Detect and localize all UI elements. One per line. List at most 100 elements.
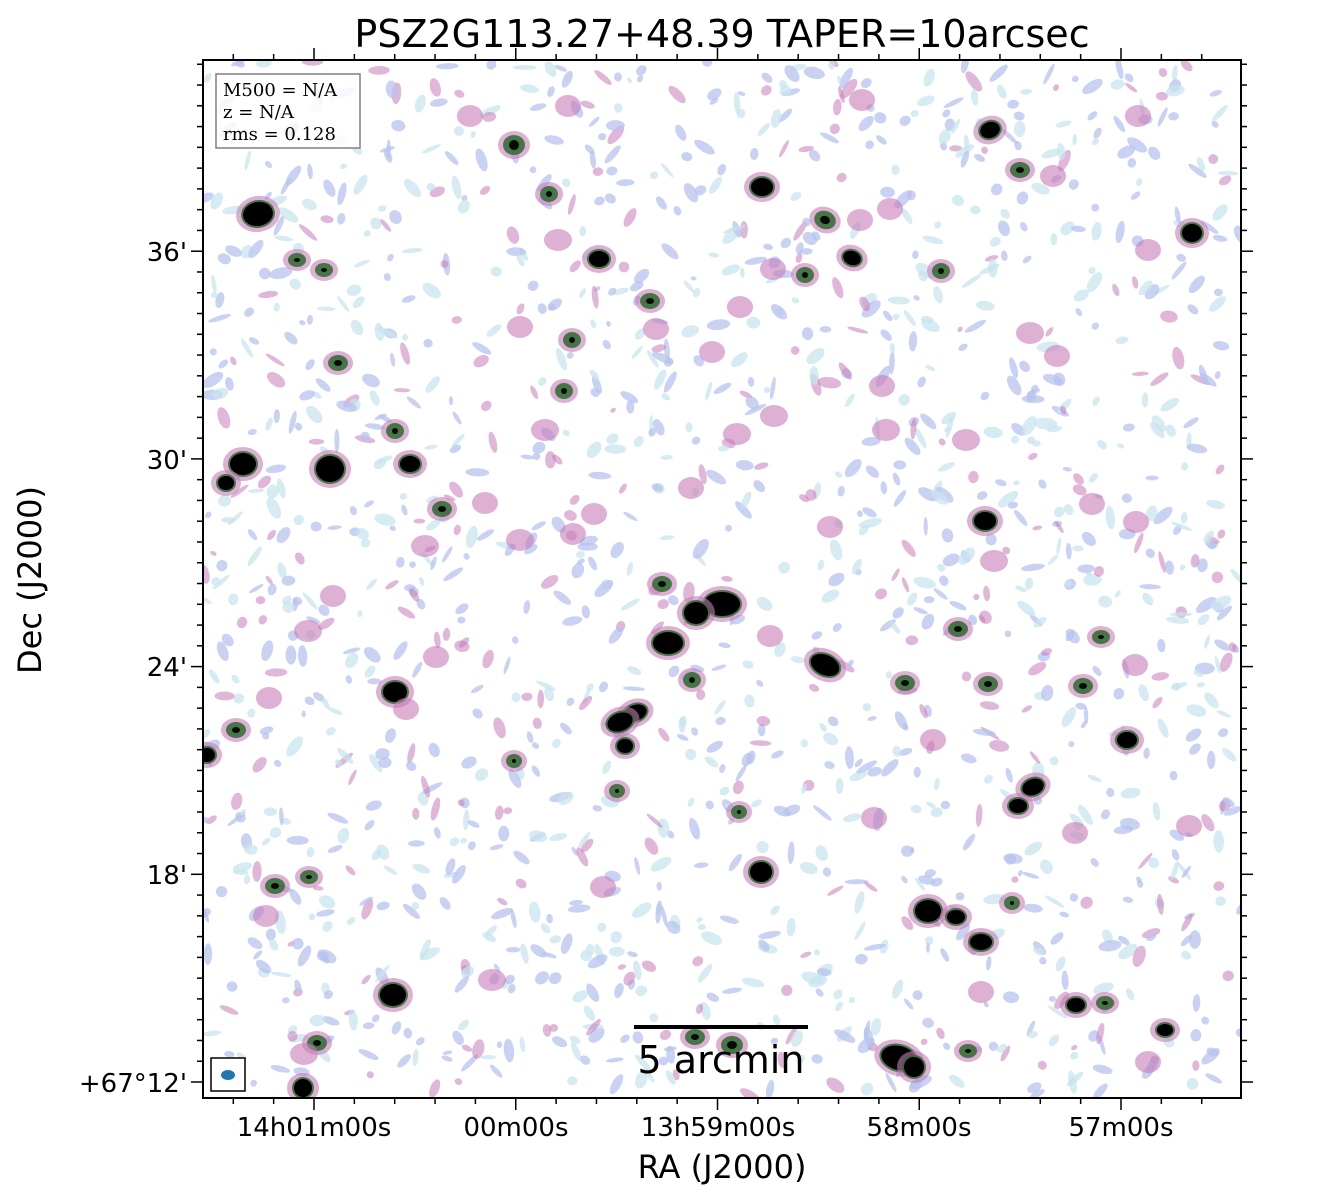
source-halo xyxy=(411,535,439,557)
radio-image xyxy=(203,60,1241,1098)
source-core xyxy=(271,883,279,889)
source-core xyxy=(750,862,772,882)
source-core xyxy=(1102,1001,1108,1005)
source-core xyxy=(615,789,619,793)
source-halo xyxy=(723,423,751,445)
source-core xyxy=(727,1041,737,1049)
source-core xyxy=(294,1079,312,1097)
y-axis-label: Dec (J2000) xyxy=(11,486,49,674)
source-core xyxy=(306,875,312,879)
source-core xyxy=(653,632,683,654)
plot-frame xyxy=(202,59,1242,1099)
source-halo xyxy=(294,620,322,642)
source-core xyxy=(843,250,861,266)
source-halo xyxy=(581,503,607,525)
source-halo xyxy=(643,318,669,340)
source-halo xyxy=(1122,654,1148,676)
source-core xyxy=(230,453,256,475)
dec-tick-labels: 36' 30' 24' 18' +67°12' xyxy=(79,238,187,1099)
source-halo xyxy=(760,405,788,427)
source-core xyxy=(294,258,300,262)
source-core xyxy=(617,739,633,753)
source-core xyxy=(1022,778,1044,796)
source-core xyxy=(561,388,567,394)
source-halo xyxy=(507,316,533,338)
beam-ellipse xyxy=(221,1070,235,1080)
source-core xyxy=(1016,167,1024,173)
source-core xyxy=(970,934,992,950)
source-halo xyxy=(506,529,534,551)
source-core xyxy=(313,1040,321,1046)
source-halo xyxy=(968,981,994,1003)
dec-tick-label: 30' xyxy=(147,446,187,476)
source-halo xyxy=(320,585,346,607)
source-core xyxy=(607,712,633,732)
source-halo xyxy=(457,105,483,127)
dec-tick-label: 24' xyxy=(147,653,187,683)
source-halo xyxy=(478,969,506,991)
source-halo xyxy=(1016,322,1044,344)
source-core xyxy=(380,984,406,1006)
dec-tick-label: 18' xyxy=(147,861,187,891)
scale-bar: 5 arcmin xyxy=(634,1025,808,1082)
source-halo xyxy=(861,807,887,829)
source-core xyxy=(1079,683,1087,689)
source-core xyxy=(1010,901,1014,905)
source-halo xyxy=(1040,165,1066,187)
source-core xyxy=(546,191,552,197)
source-halo xyxy=(872,419,900,441)
source-halo xyxy=(253,905,279,927)
source-core xyxy=(820,215,830,225)
source-core xyxy=(965,1049,971,1053)
source-halo xyxy=(423,646,449,668)
source-core xyxy=(904,1057,924,1077)
source-core xyxy=(589,251,609,267)
source-core xyxy=(737,810,741,814)
source-core xyxy=(243,201,273,227)
info-rms: rms = 0.128 xyxy=(223,124,336,145)
figure-title: PSZ2G113.27+48.39 TAPER=10arcsec xyxy=(354,12,1089,56)
source-halo xyxy=(952,429,980,451)
source-core xyxy=(392,428,398,434)
source-halo xyxy=(980,550,1008,572)
source-core xyxy=(316,456,344,482)
source-core xyxy=(689,677,695,683)
source-halo xyxy=(678,477,704,499)
source-core xyxy=(1098,635,1104,639)
source-core xyxy=(810,653,840,677)
source-core xyxy=(569,337,575,343)
source-halo xyxy=(847,209,873,231)
beam-box xyxy=(210,1057,246,1092)
source-core xyxy=(1009,799,1027,813)
ra-tick-label: 58m00s xyxy=(866,1113,971,1143)
source-core xyxy=(984,681,992,687)
ra-tick-label: 00m00s xyxy=(463,1113,568,1143)
source-core xyxy=(691,1034,699,1040)
source-halo xyxy=(1125,105,1151,127)
source-core xyxy=(938,268,944,274)
source-halo xyxy=(1123,511,1149,533)
dec-tick-label: +67°12' xyxy=(79,1069,187,1099)
source-core xyxy=(512,759,516,763)
source-halo xyxy=(757,625,783,647)
source-core xyxy=(383,682,407,702)
source-core xyxy=(751,178,773,196)
source-core xyxy=(954,626,962,632)
dec-tick-label: 36' xyxy=(147,238,187,268)
info-mass: M500 = N/A xyxy=(223,80,338,101)
source-core xyxy=(218,476,234,490)
source-core xyxy=(658,581,666,587)
source-halo xyxy=(1135,1051,1161,1073)
source-core xyxy=(1117,732,1137,748)
source-halo xyxy=(472,492,498,514)
source-core xyxy=(1067,998,1085,1012)
ra-tick-label: 14h01m00s xyxy=(237,1113,392,1143)
source-core xyxy=(901,680,909,686)
source-core xyxy=(980,121,1000,139)
source-core xyxy=(438,506,446,512)
source-core xyxy=(321,268,327,272)
source-core xyxy=(1157,1024,1173,1036)
source-halo xyxy=(256,687,282,709)
source-halo xyxy=(1044,345,1070,367)
